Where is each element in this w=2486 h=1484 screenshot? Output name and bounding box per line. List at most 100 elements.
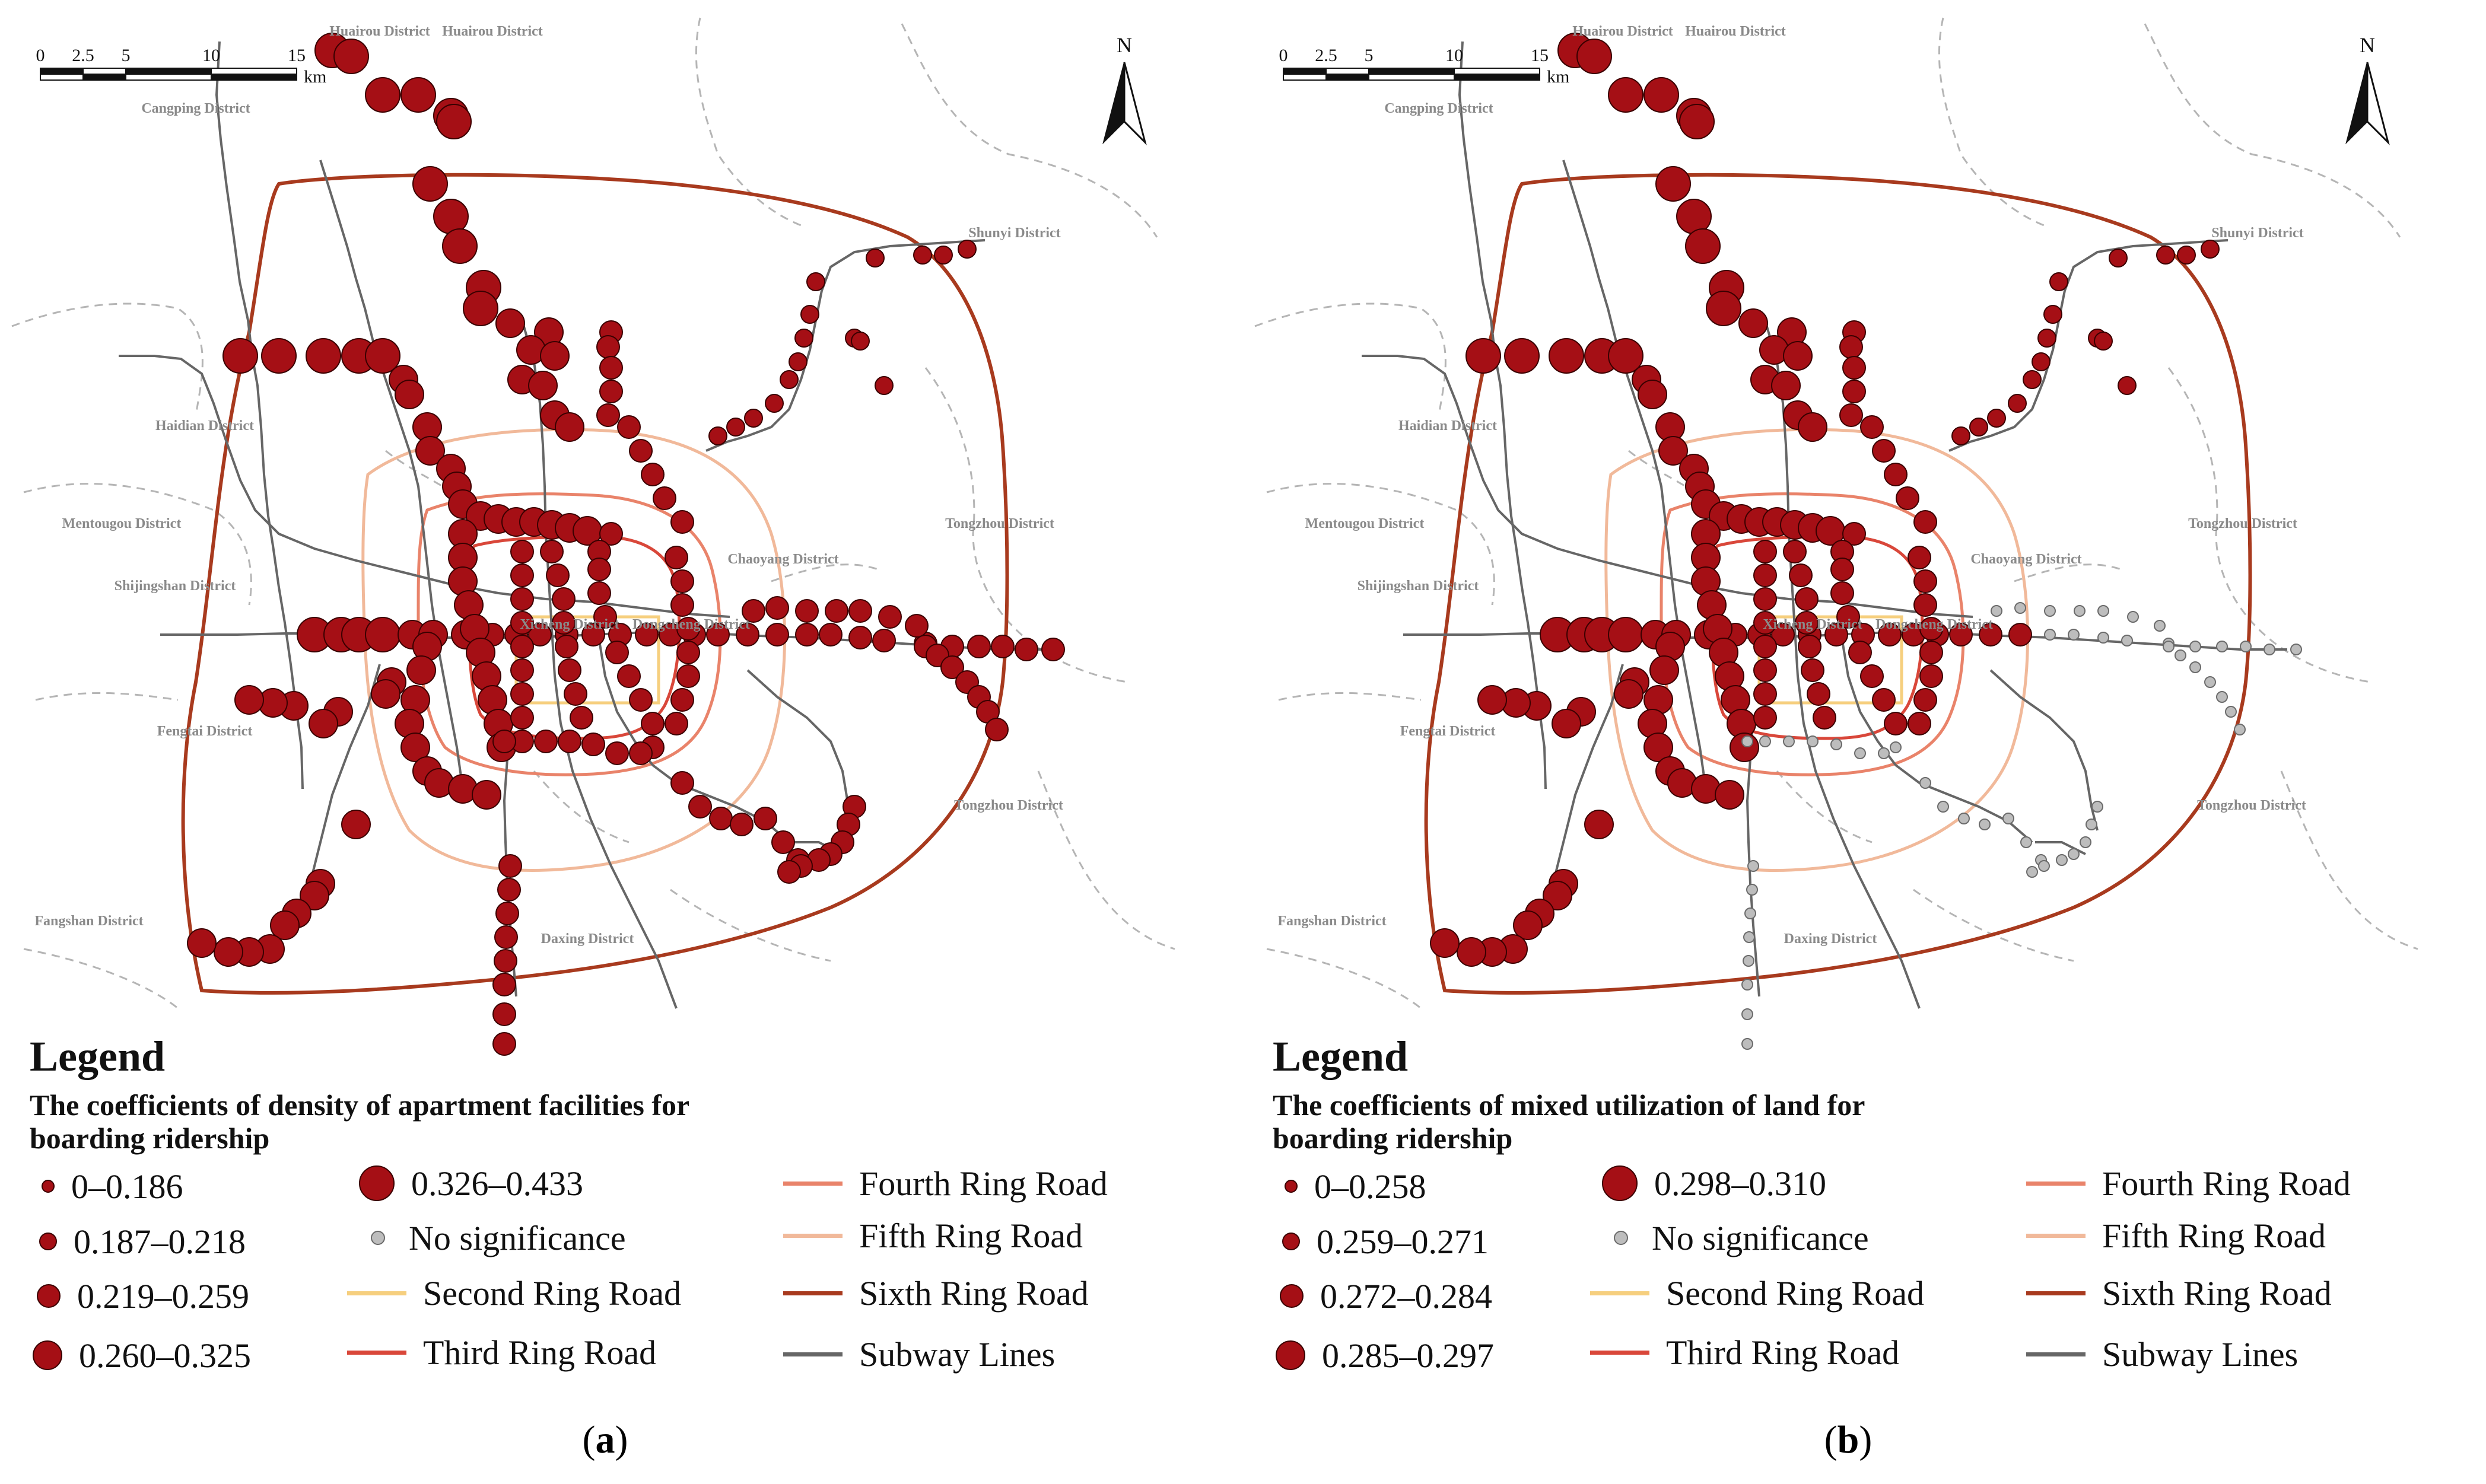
legend-class-3: 0.272–0.284: [1279, 1275, 1492, 1317]
station-significant: [670, 593, 694, 617]
north-arrow-light-half: [2366, 62, 2390, 145]
stations: [1430, 33, 2302, 1050]
station-significant: [1643, 733, 1673, 762]
station-significant: [676, 664, 700, 688]
district-label: Huairou District: [1685, 24, 1786, 39]
station-significant: [1798, 412, 1827, 442]
station-significant: [492, 1002, 516, 1026]
district-boundary: [695, 17, 802, 227]
legend-title: Legend: [30, 1033, 166, 1080]
scale-tick-label: 5: [122, 46, 131, 65]
station-significant: [1884, 712, 1908, 735]
station-significant: [2094, 332, 2113, 351]
legend-class-2: 0.259–0.271: [1279, 1221, 1489, 1262]
district-label: Daxing District: [1784, 931, 1877, 947]
scale-tick-label: 2.5: [72, 46, 94, 65]
district-label: Dongcheng District: [1875, 617, 1993, 632]
station-significant: [670, 569, 694, 593]
district-label: Fangshan District: [1277, 913, 1386, 929]
class-3-symbol: [1280, 1284, 1304, 1308]
scale-unit-label: km: [304, 67, 326, 87]
station-nonsignificant: [2154, 620, 2166, 632]
sixth-ring-road: [1424, 173, 2252, 995]
station-nonsignificant: [2264, 644, 2275, 655]
class-1-symbol: [1285, 1180, 1298, 1193]
station-nonsignificant: [1743, 931, 1755, 943]
station-significant: [1860, 415, 1884, 439]
third-ring-symbol: [1590, 1350, 1649, 1355]
station-significant: [789, 352, 808, 371]
district-boundary: [2167, 367, 2371, 683]
station-significant: [510, 658, 534, 682]
station-significant: [958, 240, 977, 259]
station-nonsignificant: [2225, 706, 2237, 718]
station-significant: [1753, 540, 1777, 563]
subway-line: [1989, 669, 2099, 831]
fourth-ring-symbol: [2026, 1181, 2086, 1186]
station-significant: [819, 623, 843, 647]
station-significant: [2049, 272, 2068, 291]
station-nonsignificant: [2044, 629, 2056, 641]
legend-fifth-ring: Fifth Ring Road: [783, 1215, 1083, 1256]
station-significant: [872, 629, 896, 652]
station-significant: [1771, 623, 1795, 647]
scale-segment: [1325, 68, 1369, 75]
legend-class-2: 0.187–0.218: [36, 1221, 246, 1262]
station-significant: [670, 510, 694, 534]
district-boundary: [1037, 770, 1175, 950]
district-labels: Huairou District Huairou District Cangping…: [1277, 24, 2306, 947]
district-boundary: [1913, 889, 2074, 962]
station-significant: [1738, 308, 1768, 338]
station-significant: [605, 741, 629, 765]
station-significant: [599, 522, 623, 546]
station-significant: [1608, 77, 1643, 113]
station-significant: [1969, 418, 1988, 437]
station-significant: [270, 910, 300, 940]
station-significant: [492, 1032, 516, 1056]
station-nonsignificant: [2234, 724, 2246, 735]
no-significance-symbol: [1614, 1231, 1628, 1245]
subway-line: [521, 320, 678, 1009]
third-ring-symbol: [347, 1350, 406, 1355]
class-3-symbol: [37, 1284, 61, 1308]
scale-tick-label: 0: [1279, 46, 1288, 65]
station-significant: [1676, 199, 1712, 234]
station-significant: [492, 973, 516, 996]
station-significant: [985, 718, 1009, 741]
station-nonsignificant: [1747, 860, 1759, 872]
station-significant: [1753, 706, 1777, 730]
station-significant: [848, 626, 872, 649]
station-nonsignificant: [2216, 691, 2228, 703]
district-label: Tongzhou District: [954, 798, 1063, 813]
district-label: Huairou District: [442, 24, 543, 39]
station-significant: [1919, 641, 1943, 664]
station-significant: [848, 599, 872, 623]
station-nonsignificant: [2020, 836, 2032, 848]
station-nonsignificant: [1741, 979, 1753, 991]
station-significant: [495, 902, 519, 925]
station-significant: [754, 807, 777, 830]
station-significant: [1771, 371, 1801, 400]
station-significant: [653, 486, 676, 510]
station-nonsignificant: [1741, 1038, 1753, 1050]
station-significant: [866, 249, 885, 267]
station-significant: [1795, 611, 1819, 635]
station-nonsignificant: [2127, 611, 2139, 623]
station-significant: [708, 426, 727, 445]
station-significant: [1872, 688, 1896, 712]
station-significant: [676, 641, 700, 664]
station-significant: [1643, 77, 1679, 113]
station-significant: [1753, 682, 1777, 706]
station-significant: [1913, 510, 1937, 534]
station-significant: [400, 733, 430, 762]
stations: [187, 33, 1065, 1056]
district-label: Fengtai District: [1400, 724, 1496, 739]
legend-second-ring: Second Ring Road: [347, 1272, 681, 1314]
legend-class-4: 0.260–0.325: [33, 1335, 251, 1376]
legend-class-4: 0.285–0.297: [1276, 1335, 1494, 1376]
station-significant: [261, 338, 297, 374]
station-significant: [406, 655, 436, 685]
legend-subtitle: The coefficients of mixed utilization of…: [1273, 1088, 1865, 1155]
scale-segment: [40, 68, 84, 75]
station-significant: [851, 332, 870, 351]
